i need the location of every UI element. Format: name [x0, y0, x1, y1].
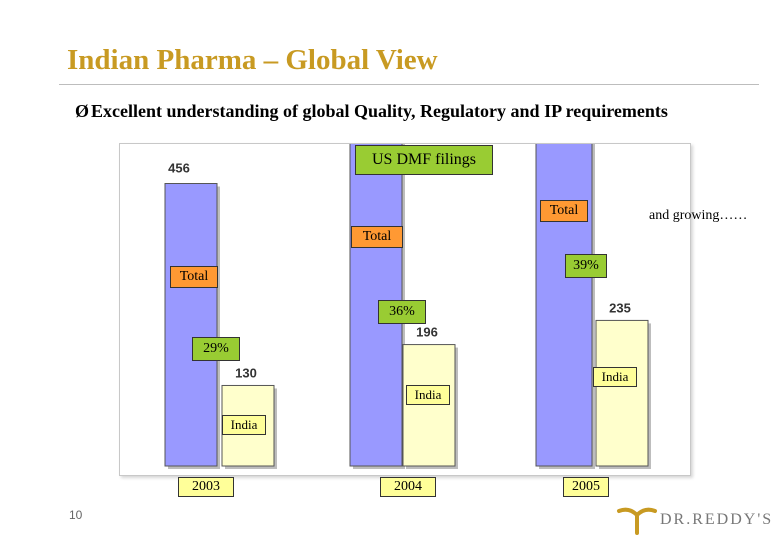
total-value-label-2003: 456	[168, 161, 190, 176]
india-label-2003: India	[222, 415, 266, 435]
bullet-text: Excellent understanding of global Qualit…	[91, 101, 668, 121]
india-value-label-2003: 130	[235, 365, 257, 380]
india-value-label-2005: 235	[609, 300, 631, 315]
total-bar-2004	[349, 144, 403, 467]
title-divider	[59, 84, 759, 85]
year-label-2004: 2004	[380, 477, 436, 497]
india-bar-2004	[402, 344, 456, 467]
total-label-2003: Total	[170, 266, 218, 288]
total-label-2005: Total	[540, 200, 588, 222]
india-bar-2005	[595, 319, 649, 467]
bullet-point: Ø Excellent understanding of global Quali…	[75, 101, 668, 122]
chart-title: US DMF filings	[355, 145, 493, 175]
dr-reddys-logo-icon	[617, 507, 657, 535]
logo-text: DR.REDDY'S	[660, 511, 774, 528]
arrow-bullet-icon: Ø	[75, 101, 90, 121]
india-label-2005: India	[593, 367, 637, 387]
india-label-2004: India	[406, 385, 450, 405]
page-number: 10	[69, 508, 83, 522]
share-label-2004: 36%	[378, 300, 426, 324]
total-bar-2003	[164, 183, 218, 467]
india-value-label-2004: 196	[416, 325, 438, 340]
total-label-2004: Total	[351, 226, 403, 248]
year-label-2003: 2003	[178, 477, 234, 497]
total-bar-2005	[535, 144, 593, 467]
growth-note: and growing……	[649, 208, 748, 223]
share-label-2005: 39%	[565, 254, 607, 278]
year-label-2005: 2005	[563, 477, 609, 497]
page-title: Indian Pharma – Global View	[67, 44, 438, 76]
share-label-2003: 29%	[192, 337, 240, 361]
